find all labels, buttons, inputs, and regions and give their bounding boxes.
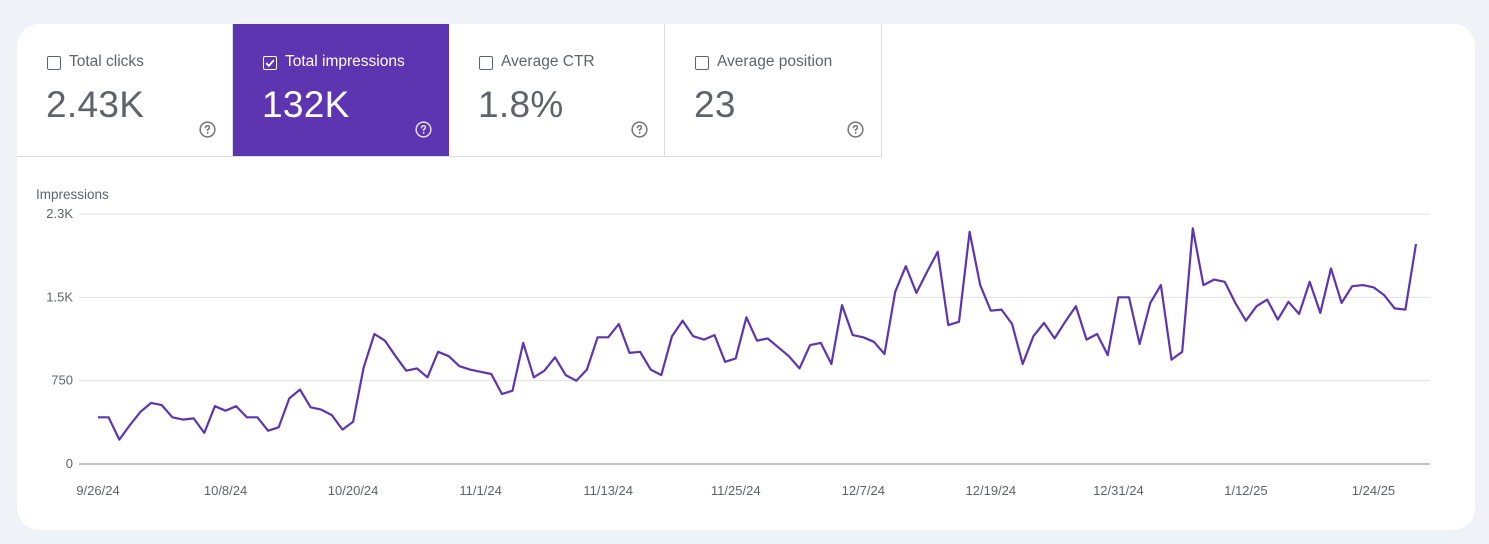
x-tick-label: 12/7/24 xyxy=(842,483,885,498)
metric-total-clicks[interactable]: Total clicks 2.43K xyxy=(17,24,233,156)
x-tick-label: 10/20/24 xyxy=(328,483,379,498)
x-tick-label: 1/24/25 xyxy=(1352,483,1395,498)
x-tick-label: 1/12/25 xyxy=(1224,483,1267,498)
y-tick-label: 0 xyxy=(66,456,73,471)
impressions-chart: Impressions 0 750 1.5K 2.3K 9/26/24 10/8/24 10… xyxy=(17,174,1475,530)
help-circle-icon[interactable] xyxy=(199,121,216,138)
y-tick-label: 1.5K xyxy=(46,289,73,304)
y-tick-label: 2.3K xyxy=(46,206,73,221)
help-circle-icon[interactable] xyxy=(631,121,648,138)
metric-average-ctr[interactable]: Average CTR 1.8% xyxy=(449,24,665,156)
x-tick-label: 10/8/24 xyxy=(204,483,247,498)
checkbox-total-impressions[interactable] xyxy=(263,56,277,70)
chart-title: Impressions xyxy=(36,187,109,202)
checkbox-average-position[interactable] xyxy=(695,56,709,70)
x-tick-label: 12/19/24 xyxy=(966,483,1017,498)
metric-label: Total clicks xyxy=(69,53,144,70)
performance-card: Total clicks 2.43K Total impressions 132… xyxy=(17,24,1475,530)
metric-tabs: Total clicks 2.43K Total impressions 132… xyxy=(17,24,882,157)
x-tick-label: 11/1/24 xyxy=(459,483,501,498)
help-circle-icon[interactable] xyxy=(847,121,864,138)
metric-value: 1.8% xyxy=(478,84,564,125)
x-tick-label: 11/13/24 xyxy=(583,483,633,498)
metric-label: Average position xyxy=(717,53,833,70)
metric-label: Average CTR xyxy=(501,53,595,70)
checkbox-average-ctr[interactable] xyxy=(479,56,493,70)
metric-average-position[interactable]: Average position 23 xyxy=(665,24,881,156)
metric-value: 2.43K xyxy=(46,84,145,125)
help-circle-icon[interactable] xyxy=(415,121,432,138)
metric-label: Total impressions xyxy=(285,53,405,70)
x-tick-label: 12/31/24 xyxy=(1093,483,1144,498)
series-line-impressions[interactable] xyxy=(98,227,1418,441)
x-tick-label: 11/25/24 xyxy=(711,483,761,498)
checkmark-icon xyxy=(265,59,275,68)
checkbox-total-clicks[interactable] xyxy=(47,56,61,70)
metric-total-impressions[interactable]: Total impressions 132K xyxy=(233,24,449,156)
y-tick-label: 750 xyxy=(51,373,73,388)
metric-value: 23 xyxy=(694,84,736,125)
chart-svg: 0 750 1.5K 2.3K 9/26/24 10/8/24 10/20/24 11/1/2… xyxy=(46,206,1430,498)
metric-value: 132K xyxy=(262,84,350,125)
x-tick-label: 9/26/24 xyxy=(76,483,119,498)
